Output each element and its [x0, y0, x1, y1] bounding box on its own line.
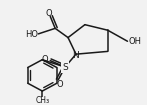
Text: O: O — [42, 55, 49, 64]
Text: CH₃: CH₃ — [35, 96, 49, 105]
Text: OH: OH — [129, 37, 142, 46]
Text: O: O — [57, 80, 64, 89]
Text: O: O — [46, 9, 52, 18]
Text: N: N — [73, 51, 79, 60]
Text: HO: HO — [25, 30, 38, 39]
Text: S: S — [62, 63, 68, 72]
